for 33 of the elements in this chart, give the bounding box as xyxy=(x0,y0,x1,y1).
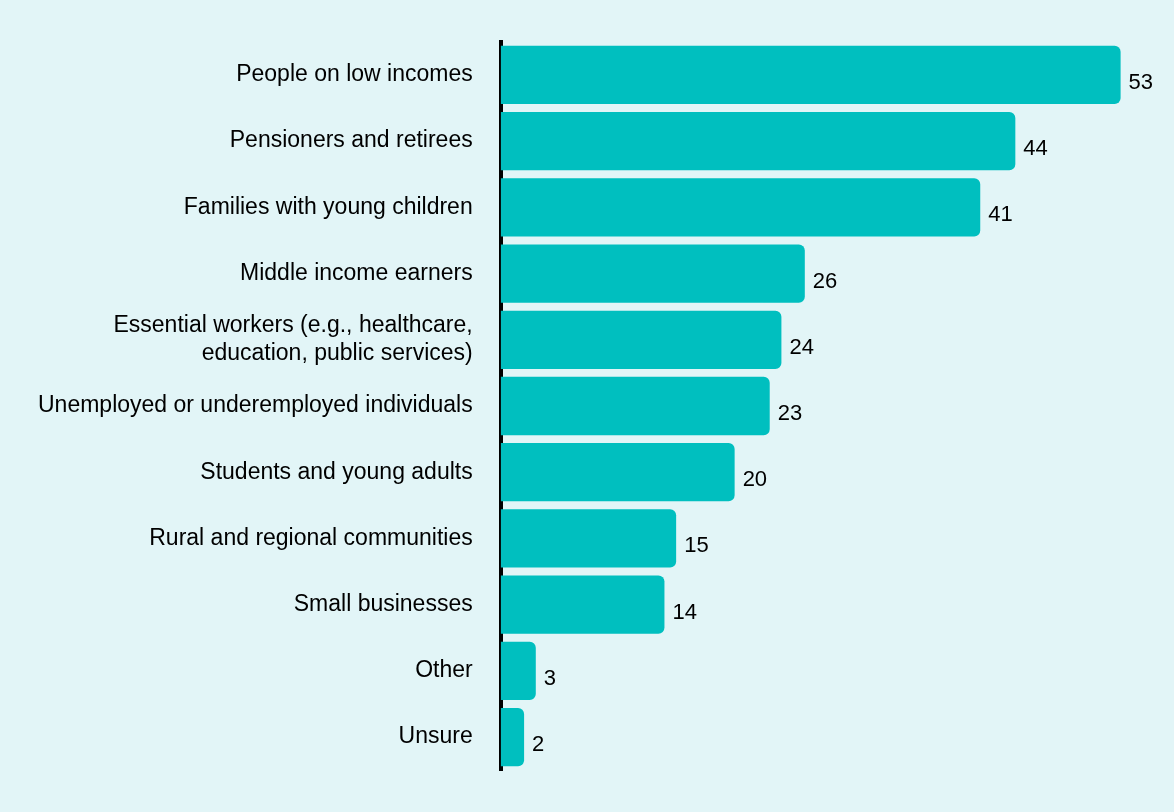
y-tick-label: Small businesses xyxy=(293,590,473,616)
bar xyxy=(500,178,981,237)
bar xyxy=(500,707,525,767)
bar xyxy=(500,376,770,436)
y-tick-label: Other xyxy=(415,656,474,683)
bar xyxy=(500,310,782,369)
y-tick-label: Unemployed or underemployed individuals xyxy=(37,391,473,418)
bar xyxy=(500,111,1016,171)
y-tick-label: Unsure xyxy=(398,722,473,749)
bar xyxy=(500,443,735,502)
data-label: 53 xyxy=(1128,68,1154,94)
data-label: 26 xyxy=(812,267,838,293)
y-tick-label: Students and young adults xyxy=(200,457,473,484)
data-label: 2 xyxy=(532,731,545,757)
data-label: 3 xyxy=(543,664,557,690)
bar xyxy=(500,45,1121,105)
y-tick-label: Middle income earners xyxy=(240,258,473,285)
data-label: 14 xyxy=(672,598,697,624)
y-tick-label: Families with young children xyxy=(183,192,473,219)
data-label: 15 xyxy=(684,532,709,558)
y-tick-label: People on low incomes xyxy=(236,60,473,87)
y-tick-label: Rural and regional communities xyxy=(149,523,473,550)
data-label: 24 xyxy=(789,333,814,359)
y-tick-label: Essential workers (e.g., healthcare, education, public services) xyxy=(113,311,473,365)
data-label: 41 xyxy=(988,201,1013,227)
data-label: 23 xyxy=(777,400,803,426)
y-tick-label: Pensioners and retirees xyxy=(229,126,473,153)
data-label: 44 xyxy=(1023,135,1048,161)
bar xyxy=(500,575,665,634)
data-label: 20 xyxy=(742,466,768,492)
bar xyxy=(500,509,677,568)
bar xyxy=(500,244,805,303)
bar xyxy=(500,641,536,701)
